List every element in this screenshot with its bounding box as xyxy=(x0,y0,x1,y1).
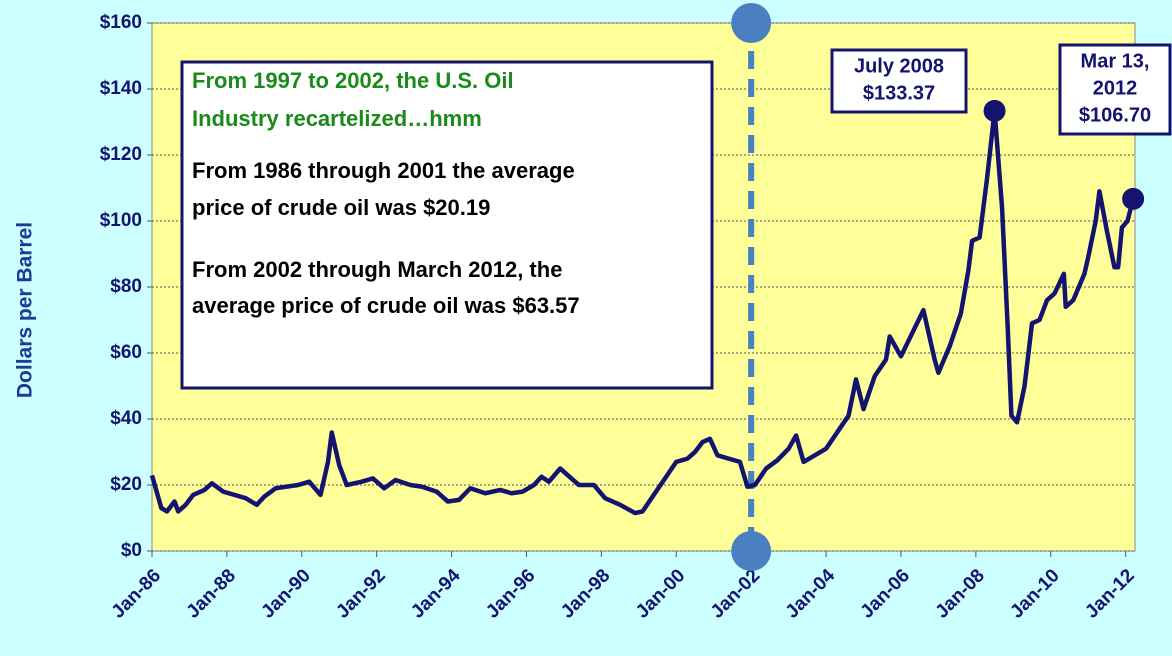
callout-point xyxy=(1122,187,1145,210)
y-tick-label: $60 xyxy=(110,342,142,363)
annotation: average price of crude oil was $63.57 xyxy=(192,293,580,318)
y-tick-label: $120 xyxy=(100,144,142,165)
callout-text: 2012 xyxy=(1093,77,1138,99)
reference-end xyxy=(731,531,772,571)
annotation: Industry recartelized…hmm xyxy=(192,106,482,131)
callout-point xyxy=(983,99,1006,122)
y-axis-label: Dollars per Barrel xyxy=(14,222,37,398)
callout-text: Mar 13, xyxy=(1081,50,1150,72)
y-tick-label: $100 xyxy=(100,210,142,231)
y-tick-label: $0 xyxy=(121,540,142,561)
annotation: price of crude oil was $20.19 xyxy=(192,195,490,220)
callout-text: July 2008 xyxy=(854,55,944,77)
y-tick-label: $140 xyxy=(100,78,142,99)
callout-box xyxy=(1058,43,1172,136)
reference-end xyxy=(731,3,772,43)
callout-box xyxy=(830,48,968,114)
text-box xyxy=(180,60,714,390)
y-tick-label: $160 xyxy=(100,12,142,33)
series-line xyxy=(149,108,1136,516)
annotation: From 1997 to 2002, the U.S. Oil xyxy=(192,68,514,93)
callout-text: $106.70 xyxy=(1079,104,1151,126)
annotation: From 1986 through 2001 the average xyxy=(192,158,575,183)
y-tick-label: $40 xyxy=(110,408,142,429)
callout-text: $133.37 xyxy=(863,82,935,104)
annotation: From 2002 through March 2012, the xyxy=(192,257,562,282)
y-tick-label: $80 xyxy=(110,276,142,297)
y-tick-label: $20 xyxy=(110,474,142,495)
